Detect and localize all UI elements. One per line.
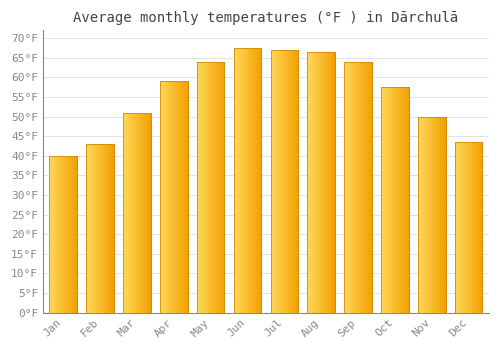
Bar [123,113,151,313]
Bar [197,62,224,313]
Bar [308,52,335,313]
Bar [308,52,335,313]
Bar [418,117,446,313]
Bar [234,48,262,313]
Bar [344,62,372,313]
Title: Average monthly temperatures (°F ) in Dārchulā: Average monthly temperatures (°F ) in Dā… [74,11,458,25]
Bar [50,156,77,313]
Bar [381,87,408,313]
Bar [160,82,188,313]
Bar [197,62,224,313]
Bar [270,50,298,313]
Bar [234,48,262,313]
Bar [160,82,188,313]
Bar [455,142,482,313]
Bar [418,117,446,313]
Bar [344,62,372,313]
Bar [123,113,151,313]
Bar [50,156,77,313]
Bar [381,87,408,313]
Bar [86,144,114,313]
Bar [455,142,482,313]
Bar [270,50,298,313]
Bar [86,144,114,313]
